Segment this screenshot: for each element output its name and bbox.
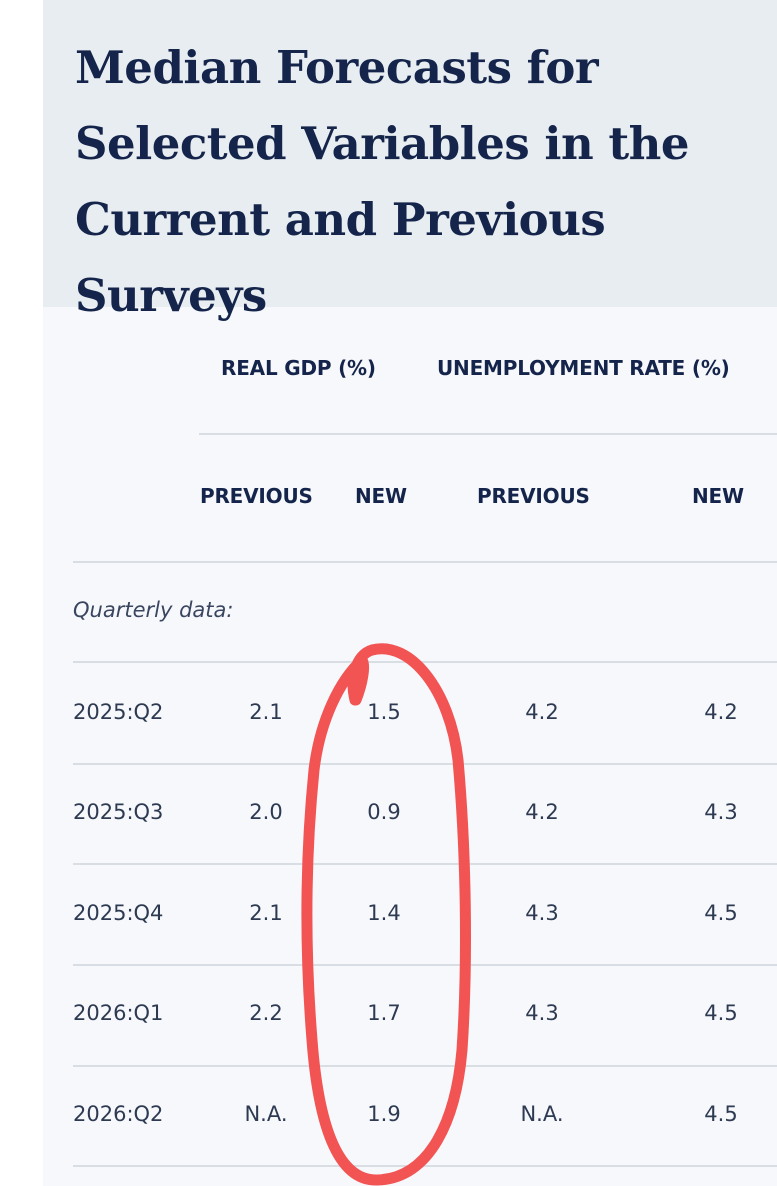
cell-unemployment-previous: 4.3 [525, 1001, 559, 1025]
cell-unemployment-new: 4.5 [704, 1102, 738, 1126]
cell-unemployment-previous: 4.3 [525, 901, 559, 925]
cell-unemployment-new: 4.5 [704, 1001, 738, 1025]
row-divider [73, 763, 777, 765]
cell-unemployment-new: 4.5 [704, 901, 738, 925]
section-label: Quarterly data: [73, 598, 234, 622]
cell-gdp-new: 1.5 [367, 700, 401, 724]
row-period: 2025:Q4 [73, 901, 164, 925]
cell-gdp-new: 0.9 [367, 800, 401, 824]
row-divider [73, 863, 777, 865]
cell-gdp-previous: N.A. [244, 1102, 288, 1126]
cell-gdp-new: 1.9 [367, 1102, 401, 1126]
row-divider [73, 1065, 777, 1067]
cell-gdp-previous: 2.0 [249, 800, 283, 824]
row-divider [73, 661, 777, 663]
cell-unemployment-previous: 4.2 [525, 800, 559, 824]
cell-gdp-previous: 2.1 [249, 901, 283, 925]
row-divider [73, 964, 777, 966]
title-box [43, 0, 777, 307]
cell-unemployment-new: 4.2 [704, 700, 738, 724]
header-unemployment-new: NEW [692, 484, 744, 508]
subheader-divider [73, 561, 777, 563]
header-unemployment-previous: PREVIOUS [477, 484, 590, 508]
row-period: 2025:Q2 [73, 700, 164, 724]
cell-gdp-previous: 2.2 [249, 1001, 283, 1025]
page-title: Median Forecasts for Selected Variables … [75, 41, 690, 322]
cell-gdp-new: 1.7 [367, 1001, 401, 1025]
header-real-gdp: REAL GDP (%) [221, 356, 376, 380]
cell-unemployment-new: 4.3 [704, 800, 738, 824]
header-gdp-previous: PREVIOUS [200, 484, 313, 508]
row-period: 2026:Q1 [73, 1001, 164, 1025]
row-period: 2025:Q3 [73, 800, 164, 824]
header-divider [199, 433, 777, 435]
cell-unemployment-previous: 4.2 [525, 700, 559, 724]
header-unemployment-rate: UNEMPLOYMENT RATE (%) [437, 356, 730, 380]
header-gdp-new: NEW [355, 484, 407, 508]
cell-gdp-previous: 2.1 [249, 700, 283, 724]
row-period: 2026:Q2 [73, 1102, 164, 1126]
cell-gdp-new: 1.4 [367, 901, 401, 925]
cell-unemployment-previous: N.A. [520, 1102, 564, 1126]
row-divider [73, 1165, 777, 1167]
